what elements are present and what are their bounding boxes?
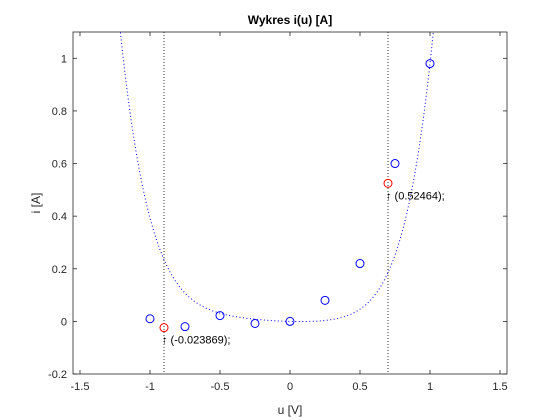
data-point-4 [285,316,295,326]
data-point-0 [145,314,155,324]
plot-area [73,32,507,374]
interpolating-curve [119,32,434,323]
y-tick-label-4: 0.6 [52,159,67,171]
x-tick-label-6: 1.5 [492,381,507,393]
y-tick-label-6: 1 [61,53,67,65]
x-tick-label-0: -1.5 [71,381,90,393]
clipped-data [119,32,435,374]
x-tick-label-3: 0 [287,381,293,393]
x-tick-label-5: 1 [427,381,433,393]
y-tick-label-2: 0.2 [52,264,67,276]
data-point-3 [250,318,260,328]
x-axis-label: u [V] [278,403,303,417]
chart-title: Wykres i(u) [A] [248,13,332,27]
y-axis-label: i [A] [29,193,43,214]
annotation-1: ↑ (0.52464); [386,190,445,202]
data-point-5 [320,295,330,305]
data-layer: ↑ (-0.023869); ↑ (0.52464); [119,32,445,374]
data-point-8 [425,59,435,69]
annotation-0: ↑ (-0.023869); [162,335,230,347]
evaluated-point-1 [383,178,393,188]
x-tick-label-4: 0.5 [352,381,367,393]
x-tick-label-1: -1 [145,381,155,393]
data-point-2 [215,311,225,321]
data-point-6 [355,259,365,269]
evaluated-point-0 [159,323,169,333]
plot-background [73,32,507,374]
y-tick-label-0: -0.2 [48,369,67,381]
y-tick-label-1: 0 [61,316,67,328]
y-tick-label-5: 0.8 [52,106,67,118]
axes-layer: -1.5 -1 -0.5 0 0.5 1 1.5 -0.2 0 0.2 0.4 0.6 0.8 1 [48,31,508,393]
x-tick-label-2: -0.5 [211,381,230,393]
data-point-7 [390,159,400,169]
y-tick-label-3: 0.4 [52,211,67,223]
data-point-1 [180,322,190,332]
